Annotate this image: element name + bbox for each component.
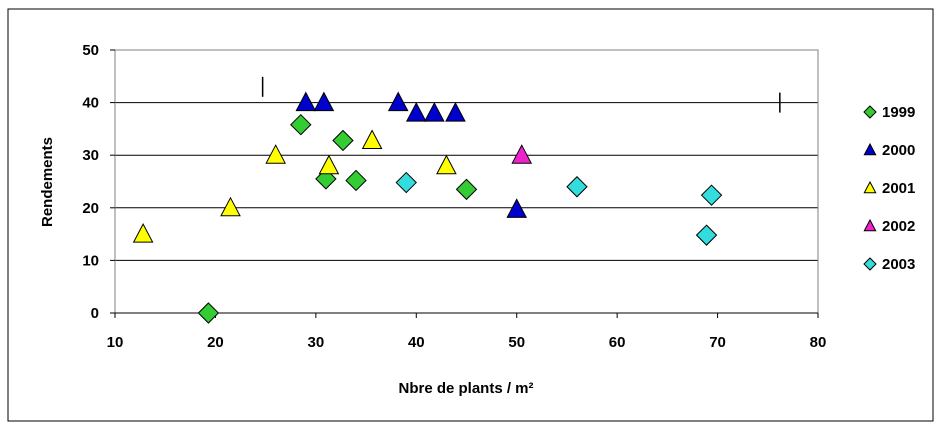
legend-marker-2002 bbox=[863, 218, 877, 232]
data-point-1999 bbox=[197, 302, 220, 324]
data-point-2001 bbox=[265, 144, 287, 164]
data-point-2000 bbox=[424, 102, 445, 122]
x-tick-label: 40 bbox=[408, 334, 425, 351]
data-point-2000 bbox=[445, 102, 466, 122]
x-tick-label: 80 bbox=[810, 334, 827, 351]
legend-label-2002: 2002 bbox=[882, 218, 915, 235]
data-point-1999 bbox=[455, 178, 478, 201]
y-tick-label: 20 bbox=[82, 200, 99, 217]
data-point-2001 bbox=[220, 196, 241, 217]
y-tick-label: 30 bbox=[82, 147, 99, 164]
legend-marker-2003 bbox=[863, 257, 877, 271]
y-tick-label: 50 bbox=[82, 42, 99, 59]
y-tick-label: 0 bbox=[91, 305, 99, 322]
y-tick-label: 10 bbox=[82, 252, 99, 269]
legend-marker-2000 bbox=[863, 142, 877, 156]
data-point-2003 bbox=[695, 224, 718, 246]
data-point-2001 bbox=[132, 223, 154, 243]
legend-marker-1999 bbox=[863, 105, 877, 119]
data-point-2002 bbox=[511, 144, 533, 164]
x-tick-label: 50 bbox=[508, 334, 525, 351]
legend-marker-2001 bbox=[863, 180, 877, 194]
x-tick-label: 20 bbox=[207, 334, 224, 351]
data-point-1999 bbox=[332, 129, 354, 152]
x-tick-label: 60 bbox=[609, 334, 626, 351]
data-point-2001 bbox=[436, 154, 457, 175]
x-tick-label: 10 bbox=[107, 334, 124, 351]
data-point-2003 bbox=[566, 176, 588, 198]
legend-label-2001: 2001 bbox=[882, 180, 915, 197]
data-point-2000 bbox=[387, 91, 409, 112]
legend-label-2000: 2000 bbox=[882, 142, 915, 159]
data-point-2001 bbox=[361, 129, 383, 149]
x-tick-label: 70 bbox=[709, 334, 726, 351]
data-point-1999 bbox=[345, 169, 367, 192]
data-point-2000 bbox=[405, 102, 427, 122]
y-tick-label: 40 bbox=[82, 95, 99, 112]
data-point-2000 bbox=[313, 91, 335, 112]
legend-label-2003: 2003 bbox=[882, 256, 915, 273]
y-axis-title: Rendements bbox=[39, 137, 56, 227]
data-point-2001 bbox=[318, 154, 340, 175]
chart-border bbox=[7, 8, 934, 422]
data-point-2000 bbox=[506, 198, 528, 218]
x-tick-label: 30 bbox=[308, 334, 325, 351]
x-axis-title: Nbre de plants / m² bbox=[398, 380, 533, 397]
data-point-2000 bbox=[295, 91, 317, 112]
data-point-2003 bbox=[700, 184, 723, 206]
legend: 1999 2000 2001 2002 2003 bbox=[863, 104, 915, 273]
data-point-2003 bbox=[395, 171, 417, 194]
data-point-1999 bbox=[290, 113, 312, 136]
legend-label-1999: 1999 bbox=[882, 104, 915, 121]
